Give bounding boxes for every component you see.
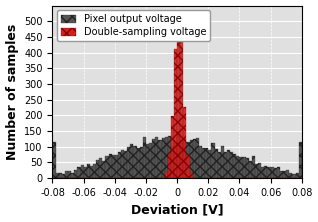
Bar <box>108 154 112 178</box>
Bar <box>280 171 283 178</box>
Y-axis label: Number of samples: Number of samples <box>5 24 18 160</box>
Bar <box>56 173 59 178</box>
Bar <box>177 132 180 178</box>
Bar <box>190 172 193 178</box>
Bar <box>134 146 137 178</box>
Bar <box>71 172 74 178</box>
Bar <box>202 148 205 178</box>
Bar <box>243 157 246 178</box>
Bar <box>143 137 146 178</box>
Bar <box>271 167 274 178</box>
Bar <box>127 147 130 178</box>
Bar <box>115 155 118 178</box>
Bar <box>77 167 80 178</box>
Bar <box>180 38 183 178</box>
Bar <box>74 170 77 178</box>
Bar <box>289 172 293 178</box>
Bar <box>295 173 299 178</box>
Bar <box>130 144 134 178</box>
Bar <box>168 136 171 178</box>
Bar <box>102 161 106 178</box>
Bar <box>171 116 174 178</box>
Bar <box>208 150 211 178</box>
X-axis label: Deviation [V]: Deviation [V] <box>131 203 224 216</box>
Bar <box>277 167 280 178</box>
Bar <box>274 168 277 178</box>
Bar <box>168 153 171 178</box>
Bar <box>249 161 252 178</box>
Bar <box>183 107 186 178</box>
Bar <box>252 156 255 178</box>
Bar <box>112 155 115 178</box>
Bar <box>87 164 90 178</box>
Bar <box>165 172 168 178</box>
Bar <box>84 167 87 178</box>
Bar <box>246 158 249 178</box>
Bar <box>227 150 230 178</box>
Bar <box>218 153 221 178</box>
Bar <box>121 150 124 178</box>
Bar <box>137 148 140 178</box>
Bar <box>177 16 180 178</box>
Bar <box>146 144 149 178</box>
Bar <box>152 139 155 178</box>
Legend: Pixel output voltage, Double-sampling voltage: Pixel output voltage, Double-sampling vo… <box>57 10 210 41</box>
Bar <box>293 174 295 178</box>
Bar <box>90 166 93 178</box>
Bar <box>283 171 286 178</box>
Bar <box>93 164 96 178</box>
Bar <box>140 147 143 178</box>
Bar <box>215 149 218 178</box>
Bar <box>186 142 190 178</box>
Bar <box>286 170 289 178</box>
Bar <box>190 140 193 178</box>
Bar <box>174 50 177 178</box>
Bar <box>224 152 227 178</box>
Bar <box>239 157 243 178</box>
Bar <box>236 156 239 178</box>
Bar <box>186 155 190 178</box>
Bar <box>52 142 56 178</box>
Bar <box>96 160 99 178</box>
Bar <box>183 139 186 178</box>
Bar <box>258 163 261 178</box>
Bar <box>106 156 108 178</box>
Bar <box>158 140 162 178</box>
Bar <box>193 177 196 178</box>
Bar <box>162 177 165 178</box>
Bar <box>230 153 233 178</box>
Bar <box>233 154 236 178</box>
Bar <box>221 146 224 178</box>
Bar <box>211 143 215 178</box>
Bar <box>193 139 196 178</box>
Bar <box>99 158 102 178</box>
Bar <box>196 138 199 178</box>
Bar <box>162 138 165 178</box>
Bar <box>149 143 152 178</box>
Bar <box>62 174 65 178</box>
Bar <box>155 137 158 178</box>
Bar <box>80 165 84 178</box>
Bar <box>205 148 208 178</box>
Bar <box>118 153 121 178</box>
Bar <box>171 147 174 178</box>
Bar <box>255 164 258 178</box>
Bar <box>165 137 168 178</box>
Bar <box>174 143 177 178</box>
Bar <box>299 142 302 178</box>
Bar <box>180 140 183 178</box>
Bar <box>124 151 127 178</box>
Bar <box>267 167 271 178</box>
Bar <box>264 166 267 178</box>
Bar <box>199 146 202 178</box>
Bar <box>65 171 68 178</box>
Bar <box>68 171 71 178</box>
Bar <box>59 173 62 178</box>
Bar <box>261 167 264 178</box>
